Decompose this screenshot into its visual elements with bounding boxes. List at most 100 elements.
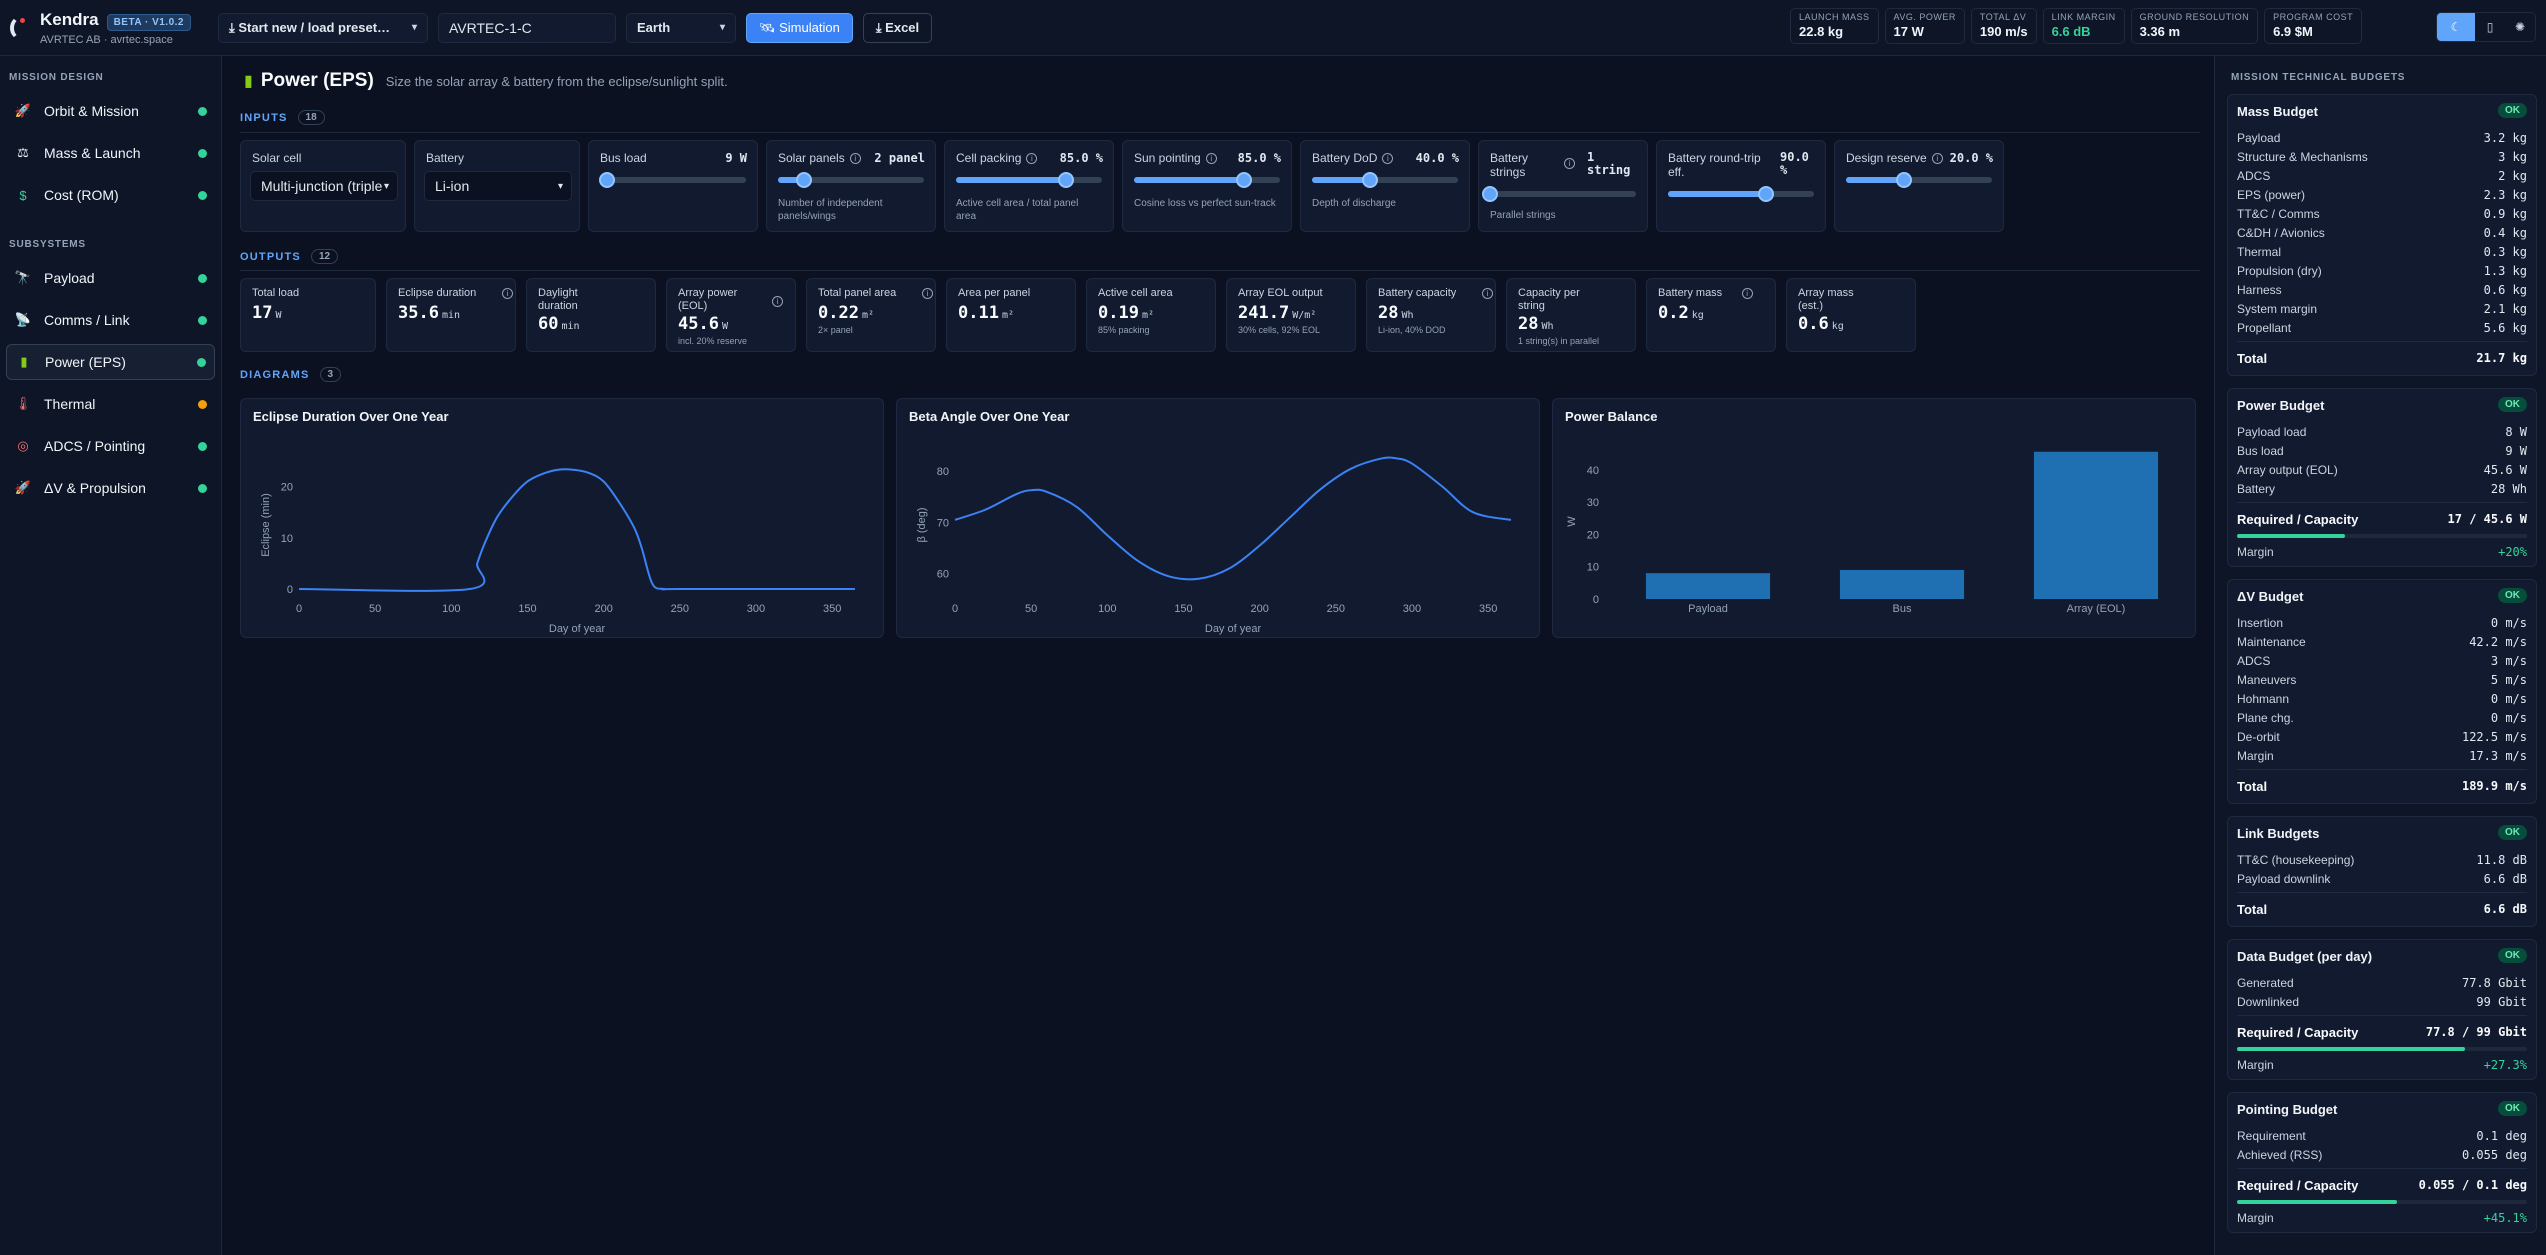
budget-required-capacity: Required / Capacity 17 / 45.6 W: [2237, 508, 2527, 530]
bus-load-slider[interactable]: [599, 172, 746, 188]
budget-row-label: Propulsion (dry): [2237, 263, 2322, 278]
sidebar-item-cost[interactable]: $ Cost (ROM): [6, 177, 215, 213]
budget-row: Achieved (RSS) 0.055 deg: [2237, 1145, 2527, 1164]
x-tick-label: 300: [747, 603, 765, 615]
battery-select[interactable]: Li-ion ▾: [424, 171, 572, 201]
chevron-down-icon: ▾: [719, 22, 725, 33]
y-tick-label: 70: [937, 517, 949, 529]
sidebar-item-orbit-mission[interactable]: 🚀 Orbit & Mission: [6, 93, 215, 129]
info-icon[interactable]: i: [1482, 288, 1493, 299]
budget-row-label: ADCS: [2237, 168, 2271, 183]
output-number: 241.7: [1238, 303, 1290, 323]
cell-packing-card: Cell packing i 85.0 % Active cell area / …: [944, 140, 1114, 232]
budget-margin: Margin +20%: [2237, 542, 2527, 561]
sidebar-item-mass-launch[interactable]: ⚖ Mass & Launch: [6, 135, 215, 171]
info-icon[interactable]: i: [1026, 153, 1038, 164]
preset-select[interactable]: ⤓ Start new / load preset… ▾: [218, 12, 428, 43]
brand[interactable]: Kendra BETA · V1.0.2 AVRTEC AB · avrtec.s…: [0, 10, 218, 46]
document-icon[interactable]: ▯: [2486, 20, 2494, 34]
budget-row: Margin 17.3 m/s: [2237, 746, 2527, 765]
sun-pointing-value: 85.0 %: [1237, 151, 1281, 165]
budgets-panel-title: MISSION TECHNICAL BUDGETS: [2231, 72, 2406, 83]
info-icon[interactable]: i: [849, 153, 861, 164]
sun-icon[interactable]: ✺: [2514, 20, 2526, 34]
solar-panels-help: Number of independent panels/wings: [778, 198, 883, 222]
inputs-count: 18: [297, 110, 325, 125]
central-body-select[interactable]: Earth ▾: [626, 12, 736, 43]
sidebar-item-payload[interactable]: 🔭 Payload: [6, 260, 215, 296]
moon-icon[interactable]: ☾: [2437, 13, 2475, 41]
required-capacity-label: Required / Capacity: [2237, 1177, 2359, 1193]
cell-packing-slider[interactable]: [956, 172, 1102, 188]
x-tick-label: 50: [1025, 603, 1037, 615]
mission-name-input[interactable]: AVRTEC-1-C: [438, 12, 616, 43]
output-card: Battery mass i 0.2 kg: [1646, 278, 1776, 352]
sidebar-item-adcs[interactable]: ◎ ADCS / Pointing: [6, 428, 215, 464]
budget-row: Plane chg. 0 m/s: [2237, 708, 2527, 727]
budget-row-label: Harness: [2237, 282, 2282, 297]
sun-pointing-label: Sun pointing: [1134, 151, 1201, 165]
cell-packing-help: Active cell area / total panel area: [956, 198, 1079, 222]
output-label: Eclipse duration: [398, 287, 477, 299]
battery-card: Battery Li-ion ▾: [414, 140, 580, 232]
info-icon[interactable]: i: [502, 288, 513, 299]
budget-row-label: Generated: [2237, 975, 2294, 990]
series-line: [954, 456, 1512, 581]
x-tick-label: 150: [1174, 603, 1192, 615]
budget-title: Data Budget (per day): [2237, 949, 2373, 964]
sidebar-item-propulsion[interactable]: 🚀 ΔV & Propulsion: [6, 470, 215, 506]
budget-row: ADCS 3 m/s: [2237, 651, 2527, 670]
sidebar-item-label: Mass & Launch: [44, 145, 141, 161]
utilization-bar: [2237, 534, 2527, 538]
main-content: ▮ Power (EPS) Size the solar array & bat…: [222, 56, 2222, 1255]
battery-strings-slider[interactable]: [1482, 186, 1636, 202]
info-icon[interactable]: i: [772, 296, 783, 307]
sidebar-item-comms[interactable]: 📡 Comms / Link: [6, 302, 215, 338]
output-label: Battery capacity: [1378, 287, 1457, 299]
info-icon[interactable]: i: [1741, 288, 1753, 299]
budget-row: Payload downlink 6.6 dB: [2237, 869, 2527, 888]
page-title: Power (EPS): [260, 70, 374, 91]
utilization-fill: [2237, 1200, 2397, 1204]
simulation-button[interactable]: 🛰 Simulation: [746, 12, 853, 43]
budget-row: Harness 0.6 kg: [2237, 280, 2527, 299]
info-icon[interactable]: i: [1382, 153, 1394, 164]
budget-row-value: 0.4 kg: [2483, 225, 2527, 240]
output-value: 0.22 m²: [818, 303, 874, 323]
output-note: 30% cells, 92% EOL: [1238, 325, 1321, 335]
info-icon[interactable]: i: [1564, 158, 1575, 169]
budget-title: Mass Budget: [2237, 104, 2318, 119]
x-tick-label: Array (EOL): [2067, 603, 2126, 615]
status-dot: [198, 148, 207, 158]
budget-row-label: Bus load: [2237, 443, 2284, 458]
budgets-panel: MISSION TECHNICAL BUDGETS Mass Budget OK P…: [2214, 56, 2546, 1255]
battery-dod-slider[interactable]: [1312, 172, 1458, 188]
output-unit: min: [561, 321, 580, 332]
solar-cell-select[interactable]: Multi-junction (triple ▾: [250, 171, 398, 201]
round-trip-slider[interactable]: [1668, 186, 1814, 202]
excel-export-button[interactable]: ⤓ Excel: [862, 12, 933, 43]
budget-total-label: Total: [2237, 901, 2268, 917]
info-icon[interactable]: i: [922, 288, 933, 299]
info-icon[interactable]: i: [1205, 153, 1217, 164]
output-value: 0.11 m²: [958, 303, 1014, 323]
budget-row-value: 1.3 kg: [2483, 263, 2527, 278]
output-label: Battery mass: [1658, 287, 1723, 299]
output-unit: m²: [1141, 310, 1154, 321]
budget-total: Total 6.6 dB: [2237, 898, 2527, 920]
info-icon[interactable]: i: [1931, 153, 1943, 164]
sidebar-item-label: Thermal: [44, 396, 96, 412]
sidebar-item-power[interactable]: ▮ Power (EPS): [6, 344, 215, 380]
sun-pointing-slider[interactable]: [1134, 172, 1280, 188]
solar-panels-slider[interactable]: [778, 172, 924, 188]
sidebar-item-thermal[interactable]: 🌡 Thermal: [6, 386, 215, 422]
sidebar-section-subsystems: SUBSYSTEMS: [9, 239, 86, 250]
y-tick-label: 0: [287, 584, 293, 596]
design-reserve-slider[interactable]: [1846, 172, 1992, 188]
budget-row: EPS (power) 2.3 kg: [2237, 185, 2527, 204]
metric-link-margin: LINK MARGIN 6.6 dB: [2042, 8, 2125, 44]
bar: [1645, 573, 1771, 599]
output-card: Battery capacity i 28 Wh Li-ion, 40% DOD: [1366, 278, 1496, 352]
y-axis-label: Eclipse (min): [260, 493, 272, 557]
